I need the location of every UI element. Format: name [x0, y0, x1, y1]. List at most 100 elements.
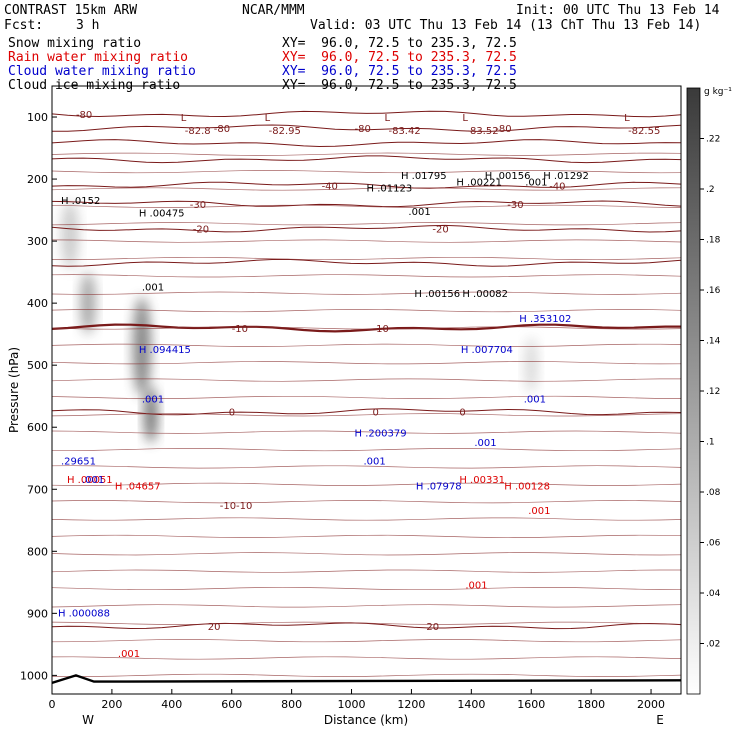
temp-contour--10: [52, 258, 681, 267]
temp-contour-minor: [52, 378, 681, 382]
temp-contour-minor: [52, 222, 681, 226]
snow-label: H .01123: [367, 183, 413, 194]
snow-label: H .00082: [462, 289, 508, 300]
temp-contour-minor: [52, 534, 681, 538]
axes: 0 200 400 600 800 1000 1200 1400 1600 1800 2000100…: [20, 111, 665, 711]
y-tick-label: 900: [27, 607, 48, 620]
rain-label: .001: [465, 581, 487, 592]
snow-shade-2: [132, 296, 151, 397]
temp-contour--70: [52, 124, 681, 132]
field-name-rain: Rain water mixing ratio: [8, 50, 189, 65]
temp-contour-minor: [52, 448, 681, 452]
cloud-label: .001: [82, 475, 104, 486]
temp-contour-label: -30: [190, 200, 206, 211]
temp-contour-minor: [52, 500, 681, 504]
x-axis-title: Distance (km): [324, 713, 408, 727]
temp-contour-label: -40: [549, 181, 565, 192]
temp-contour-label: -80: [214, 124, 230, 135]
temp-contour-minor: [52, 639, 681, 643]
y-tick-label: 800: [27, 545, 48, 558]
terrain-line-path: [52, 674, 681, 684]
terrain-line: [52, 674, 681, 684]
temp-low-value: -82.55: [628, 126, 660, 137]
snow-shading-layer: [61, 200, 538, 443]
organization-label: NCAR/MMM: [242, 3, 305, 18]
temp-contour-minor: [52, 326, 681, 330]
x-tick-label: 400: [161, 698, 182, 711]
field-name-cloud-water: Cloud water mixing ratio: [8, 64, 196, 79]
x-tick-label: 800: [281, 698, 302, 711]
forecast-hour: 3 h: [76, 18, 100, 33]
model-title: CONTRAST 15km ARW: [4, 3, 138, 18]
temp-contour-label: -40: [322, 181, 338, 192]
temp-contour-minor: [52, 482, 681, 486]
temp-contour-label: -80: [495, 124, 511, 135]
plot-frame: [51, 85, 682, 695]
snow-shade-4: [524, 337, 538, 394]
temp-contour--50: [52, 155, 681, 164]
init-time: Init: 00 UTC Thu 13 Feb 14: [516, 3, 720, 18]
temp-contour-minor: [52, 239, 681, 243]
temp-contour-minor: [52, 274, 681, 278]
temp-contour-minor: [52, 343, 681, 347]
temp-contour-minor: [52, 361, 681, 365]
snow-label: H .00156: [485, 171, 531, 182]
colorbar-tick-label: .12: [706, 387, 720, 397]
temp-low-value: -83.42: [388, 126, 420, 137]
temp-contour-label: -30: [507, 200, 523, 211]
temp-contour-minor: [52, 621, 681, 625]
snow-label: .001: [525, 177, 547, 188]
rain-label: .001: [118, 649, 140, 660]
rain-label: H .00331: [459, 475, 505, 486]
field-name-cloud-ice: Cloud ice mixing ratio: [8, 78, 181, 93]
y-axis-title: Pressure (hPa): [7, 347, 21, 433]
colorbar-tick-label: .16: [706, 286, 721, 296]
temp-contour-minor: [52, 152, 681, 156]
cloud-label: H .007704: [461, 345, 513, 356]
temp-low-marker: L: [462, 113, 468, 124]
temp-contour--20: [52, 224, 681, 233]
cloud-label: .001: [364, 456, 386, 467]
temp-contour-label: -10: [372, 324, 388, 335]
colorbar-ramp: [686, 87, 701, 695]
y-tick-label: 300: [27, 235, 48, 248]
x-axis-east-label: E: [656, 713, 664, 727]
x-tick-label: 1200: [397, 698, 425, 711]
temp-contour-minor: [52, 586, 681, 591]
field-labels: -80-80 -80 -80-40 -40-30 -30-20 -20-10 -100 0 0-…: [58, 110, 660, 660]
x-tick-label: 200: [101, 698, 122, 711]
temp-contour--60: [52, 139, 681, 148]
temp-contour-label: -80: [355, 124, 371, 135]
colorbar-tick-label: .04: [706, 589, 721, 599]
temp-low-marker: L: [181, 113, 187, 124]
colorbar: g kg⁻¹ .02 .04 .06 .08 .1 .12 .14 .16 .18 .2 .22: [686, 87, 732, 695]
temp-contour-minor: [52, 656, 681, 660]
cloud-label: .001: [142, 394, 164, 405]
temp-contour-label: 0: [229, 408, 235, 419]
temp-low-value: -83.52: [466, 126, 498, 137]
temp-contour-minor: [52, 291, 681, 295]
colorbar-tick-label: .14: [706, 337, 721, 347]
x-tick-label: 1400: [457, 698, 485, 711]
temp-contour-label: 0: [459, 408, 465, 419]
temp-contour-10: [52, 408, 681, 416]
y-tick-label: 700: [27, 483, 48, 496]
temp-contour-minor: [52, 256, 681, 261]
temp-contour-minor: [52, 604, 681, 608]
temp-contour-20: [52, 622, 681, 630]
cloud-label: .29651: [61, 456, 96, 467]
temp-contour-minor: [52, 187, 681, 191]
temp-contour-label: -20: [432, 225, 448, 236]
snow-label: .001: [142, 283, 164, 294]
temp-low-marker: L: [265, 113, 271, 124]
y-tick-label: 1000: [20, 669, 48, 682]
temp-contour-label: -10-10: [220, 501, 253, 512]
temp-contour-minor: [52, 170, 681, 174]
temp-contour--30: [52, 200, 681, 208]
snow-shade-0: [61, 200, 79, 270]
temp-contour-minor: [52, 673, 681, 677]
snow-label: H .01795: [401, 171, 447, 182]
temp-contour--40: [52, 181, 681, 189]
snow-label: H .01292: [543, 171, 589, 182]
temp-contour-label: -10: [232, 324, 248, 335]
